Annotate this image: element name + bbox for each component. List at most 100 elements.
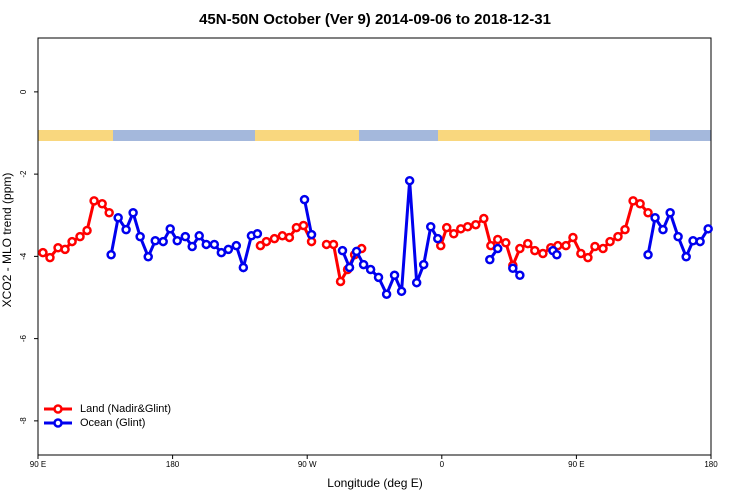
plot-frame: [37, 37, 712, 456]
data-point: [223, 244, 234, 255]
data-point: [306, 229, 317, 240]
data-point: [187, 241, 197, 252]
data-point: [695, 236, 705, 247]
y-axis-title: XCO2 - MLO trend (ppm): [0, 173, 14, 308]
data-point: [470, 219, 481, 230]
data-point: [381, 289, 392, 299]
data-point: [121, 224, 131, 235]
data-point: [389, 270, 400, 281]
data-point: [538, 248, 548, 259]
data-point: [396, 286, 407, 297]
land-band: [38, 130, 113, 141]
data-point: [113, 212, 123, 223]
data-point: [335, 276, 346, 287]
data-point: [620, 224, 630, 235]
data-point: [501, 238, 511, 248]
data-point: [404, 175, 415, 186]
data-point: [172, 235, 182, 246]
land-ocean-strip: [38, 130, 711, 141]
data-point: [449, 229, 459, 239]
data-point: [165, 224, 175, 234]
data-point: [515, 270, 525, 281]
data-point: [635, 198, 645, 209]
x-tick-label: 90 E: [568, 460, 584, 469]
x-tick-label: 180: [704, 460, 718, 469]
data-point: [344, 262, 355, 273]
data-point: [351, 246, 362, 257]
data-point: [238, 262, 249, 273]
data-point: [180, 231, 191, 242]
data-point: [530, 245, 540, 256]
ocean-band: [650, 130, 711, 141]
data-point: [462, 222, 473, 232]
data-point: [590, 241, 600, 252]
y-tick-label: -4: [19, 252, 28, 260]
land-band: [438, 130, 650, 141]
ocean-band: [359, 130, 438, 141]
y-tick-label: 0: [19, 89, 28, 94]
data-point: [299, 194, 310, 205]
data-point: [492, 243, 503, 254]
data-point: [613, 231, 623, 242]
data-point: [261, 236, 272, 247]
data-point: [643, 208, 653, 218]
data-point: [75, 231, 85, 242]
data-point: [231, 240, 242, 251]
data-point: [643, 249, 653, 260]
data-point: [673, 231, 683, 242]
data-point: [650, 212, 660, 223]
data-point: [373, 272, 384, 283]
data-point: [485, 254, 495, 265]
data-point: [703, 224, 713, 234]
x-tick-label: 180: [166, 460, 180, 469]
y-tick-label: -2: [19, 170, 28, 178]
x-tick-label: 90 E: [30, 460, 46, 469]
data-point: [492, 234, 503, 245]
data-point: [104, 208, 114, 218]
data-point: [583, 252, 593, 263]
data-point: [89, 196, 99, 206]
data-point: [194, 231, 204, 241]
data-point: [255, 240, 266, 251]
data-point: [38, 247, 48, 258]
x-tick-label: 90 W: [298, 460, 317, 469]
data-point: [523, 238, 533, 249]
y-tick-label: -8: [19, 417, 28, 425]
data-point: [337, 245, 348, 256]
data-point: [681, 252, 691, 262]
data-point: [106, 249, 116, 260]
y-tick-label: -6: [19, 335, 28, 343]
data-point: [60, 244, 70, 255]
legend-label: Ocean (Glint): [80, 417, 145, 429]
ocean-band: [113, 130, 255, 141]
data-point: [418, 259, 429, 270]
data-point: [658, 224, 668, 235]
data-point: [441, 222, 452, 233]
data-point: [576, 248, 586, 259]
data-point: [365, 264, 376, 275]
land-band: [255, 130, 359, 141]
data-point: [508, 263, 518, 274]
legend-marker: [53, 418, 63, 428]
data-point: [252, 229, 263, 239]
data-point: [298, 220, 309, 231]
data-point: [128, 208, 138, 218]
data-point: [568, 232, 578, 243]
data-point: [515, 243, 525, 254]
x-tick-label: 0: [440, 460, 445, 469]
data-point: [433, 233, 443, 244]
data-point: [158, 236, 168, 247]
data-point: [45, 252, 55, 263]
data-point: [135, 231, 145, 242]
data-point: [425, 222, 436, 232]
data-point: [82, 225, 92, 236]
data-point: [598, 243, 608, 254]
data-point: [328, 239, 339, 250]
data-point: [97, 198, 107, 209]
data-point: [552, 249, 562, 260]
data-point: [479, 213, 489, 224]
data-point: [201, 239, 211, 250]
data-point: [561, 240, 571, 251]
data-point: [209, 239, 220, 250]
